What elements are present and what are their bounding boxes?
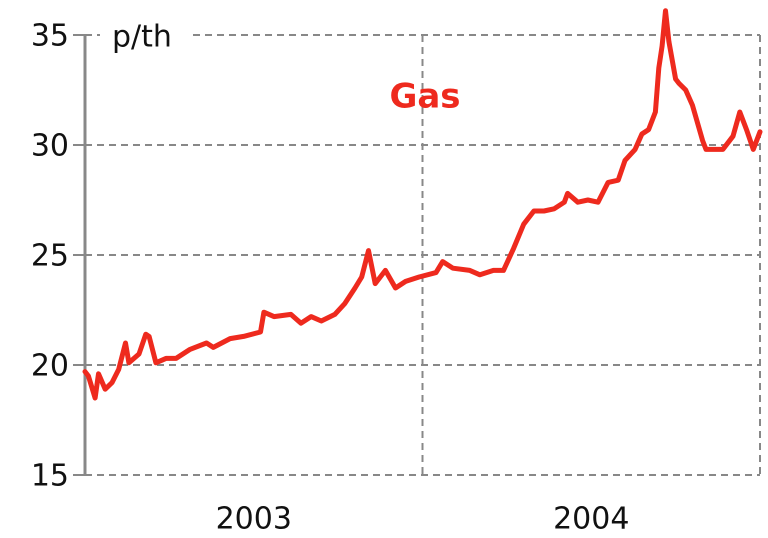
series-label: Gas xyxy=(389,77,460,117)
y-tick-label: 30 xyxy=(31,129,69,164)
y-tick-label: 20 xyxy=(31,349,69,384)
y-axis-unit: p/th xyxy=(112,20,172,55)
grid xyxy=(73,34,761,476)
x-tick-label: 2004 xyxy=(553,502,629,535)
label-bg xyxy=(100,22,192,50)
y-tick-label: 15 xyxy=(31,459,69,494)
series-line xyxy=(82,8,763,401)
y-tick-label: 25 xyxy=(31,239,69,274)
x-tick-label: 2003 xyxy=(216,502,292,535)
y-tick-label: 35 xyxy=(31,19,69,54)
